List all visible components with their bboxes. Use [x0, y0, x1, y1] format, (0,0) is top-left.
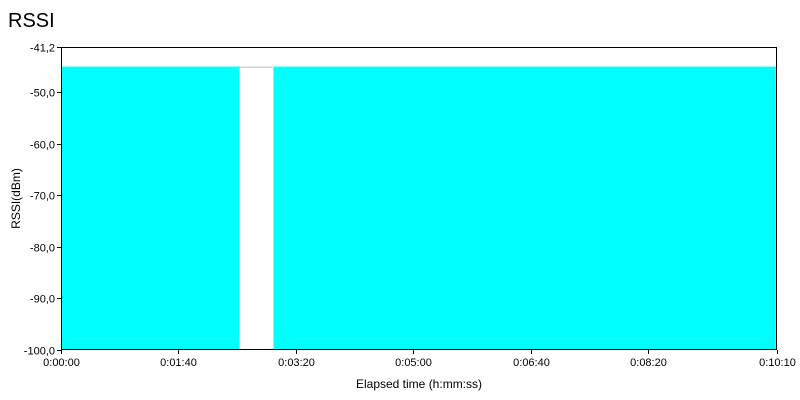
y-tick-label-5: -80,0 [30, 243, 55, 255]
area-series [61, 66, 776, 350]
y-tick-label-1: -41,2 [30, 43, 55, 55]
y-tick-label-2: -50,0 [30, 88, 55, 100]
y-axis: -41,2 -50,0 -60,0 -70,0 -80,0 -90,0 -100,0 [24, 43, 61, 358]
y-axis-label: RSSI(dBm) [9, 168, 23, 229]
x-tick-label-5: 0:06:40 [513, 357, 550, 369]
y-tick-label-4: -70,0 [30, 191, 55, 203]
y-tick-label-7: -100,0 [24, 346, 55, 358]
area-segment-1 [61, 66, 240, 350]
plot-frame [61, 47, 777, 350]
chart-title: RSSI [8, 10, 55, 32]
x-tick-label-3: 0:03:20 [278, 357, 315, 369]
x-axis: 0:00:00 0:01:40 0:03:20 0:05:00 0:06:40 0:08:… [43, 350, 796, 369]
x-axis-label: Elapsed time (h:mm:ss) [356, 377, 482, 391]
x-tick-label-7: 0:10:10 [759, 357, 796, 369]
y-tick-label-3: -60,0 [30, 140, 55, 152]
area-segment-2 [273, 66, 776, 350]
x-tick-label-1: 0:00:00 [43, 357, 80, 369]
x-tick-label-2: 0:01:40 [160, 357, 197, 369]
x-tick-label-6: 0:08:20 [630, 357, 667, 369]
x-tick-label-4: 0:05:00 [395, 357, 432, 369]
y-tick-label-6: -90,0 [30, 294, 55, 306]
